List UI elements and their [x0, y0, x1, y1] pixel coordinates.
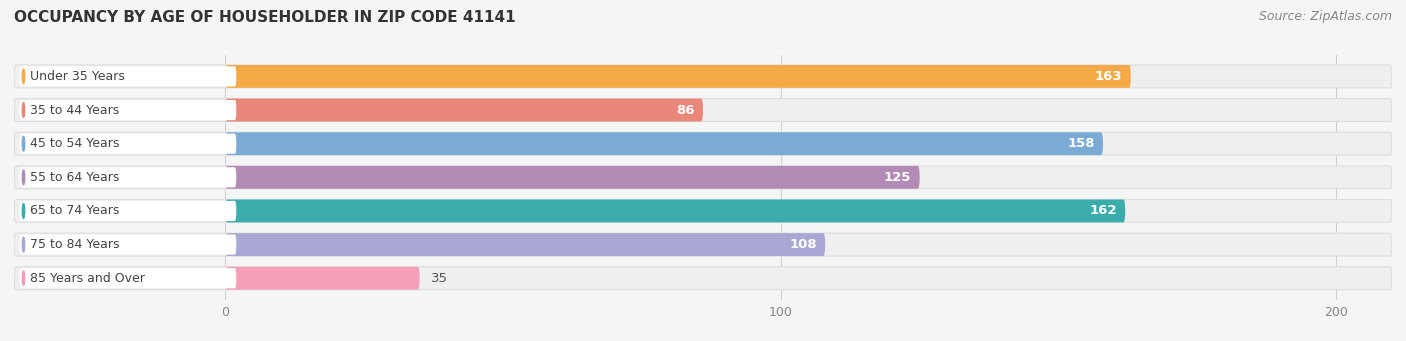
FancyBboxPatch shape — [14, 199, 1392, 222]
Text: 163: 163 — [1095, 70, 1122, 83]
Circle shape — [22, 271, 25, 286]
FancyBboxPatch shape — [225, 65, 1130, 88]
Text: 108: 108 — [789, 238, 817, 251]
Circle shape — [22, 136, 25, 151]
FancyBboxPatch shape — [14, 65, 1392, 88]
FancyBboxPatch shape — [14, 132, 1392, 155]
FancyBboxPatch shape — [14, 267, 1392, 290]
Text: 158: 158 — [1067, 137, 1095, 150]
FancyBboxPatch shape — [20, 66, 236, 87]
Text: 65 to 74 Years: 65 to 74 Years — [30, 205, 120, 218]
Circle shape — [22, 103, 25, 117]
Text: 35 to 44 Years: 35 to 44 Years — [30, 104, 120, 117]
FancyBboxPatch shape — [225, 132, 1104, 155]
Text: 86: 86 — [676, 104, 695, 117]
FancyBboxPatch shape — [20, 134, 236, 154]
FancyBboxPatch shape — [14, 99, 1392, 121]
Text: 85 Years and Over: 85 Years and Over — [30, 272, 145, 285]
Text: 35: 35 — [430, 272, 447, 285]
Text: 55 to 64 Years: 55 to 64 Years — [30, 171, 120, 184]
FancyBboxPatch shape — [20, 268, 236, 288]
FancyBboxPatch shape — [20, 201, 236, 221]
FancyBboxPatch shape — [225, 199, 1125, 222]
FancyBboxPatch shape — [14, 166, 1392, 189]
Circle shape — [22, 69, 25, 84]
FancyBboxPatch shape — [225, 99, 703, 121]
FancyBboxPatch shape — [225, 166, 920, 189]
FancyBboxPatch shape — [20, 100, 236, 120]
FancyBboxPatch shape — [14, 233, 1392, 256]
Text: 125: 125 — [884, 171, 911, 184]
FancyBboxPatch shape — [20, 167, 236, 188]
Circle shape — [22, 170, 25, 185]
Text: OCCUPANCY BY AGE OF HOUSEHOLDER IN ZIP CODE 41141: OCCUPANCY BY AGE OF HOUSEHOLDER IN ZIP C… — [14, 10, 516, 25]
Text: Source: ZipAtlas.com: Source: ZipAtlas.com — [1258, 10, 1392, 23]
Circle shape — [22, 204, 25, 218]
Circle shape — [22, 237, 25, 252]
FancyBboxPatch shape — [225, 233, 825, 256]
Text: 162: 162 — [1090, 205, 1116, 218]
FancyBboxPatch shape — [225, 267, 419, 290]
Text: 45 to 54 Years: 45 to 54 Years — [30, 137, 120, 150]
Text: 75 to 84 Years: 75 to 84 Years — [30, 238, 120, 251]
Text: Under 35 Years: Under 35 Years — [30, 70, 125, 83]
FancyBboxPatch shape — [20, 235, 236, 255]
